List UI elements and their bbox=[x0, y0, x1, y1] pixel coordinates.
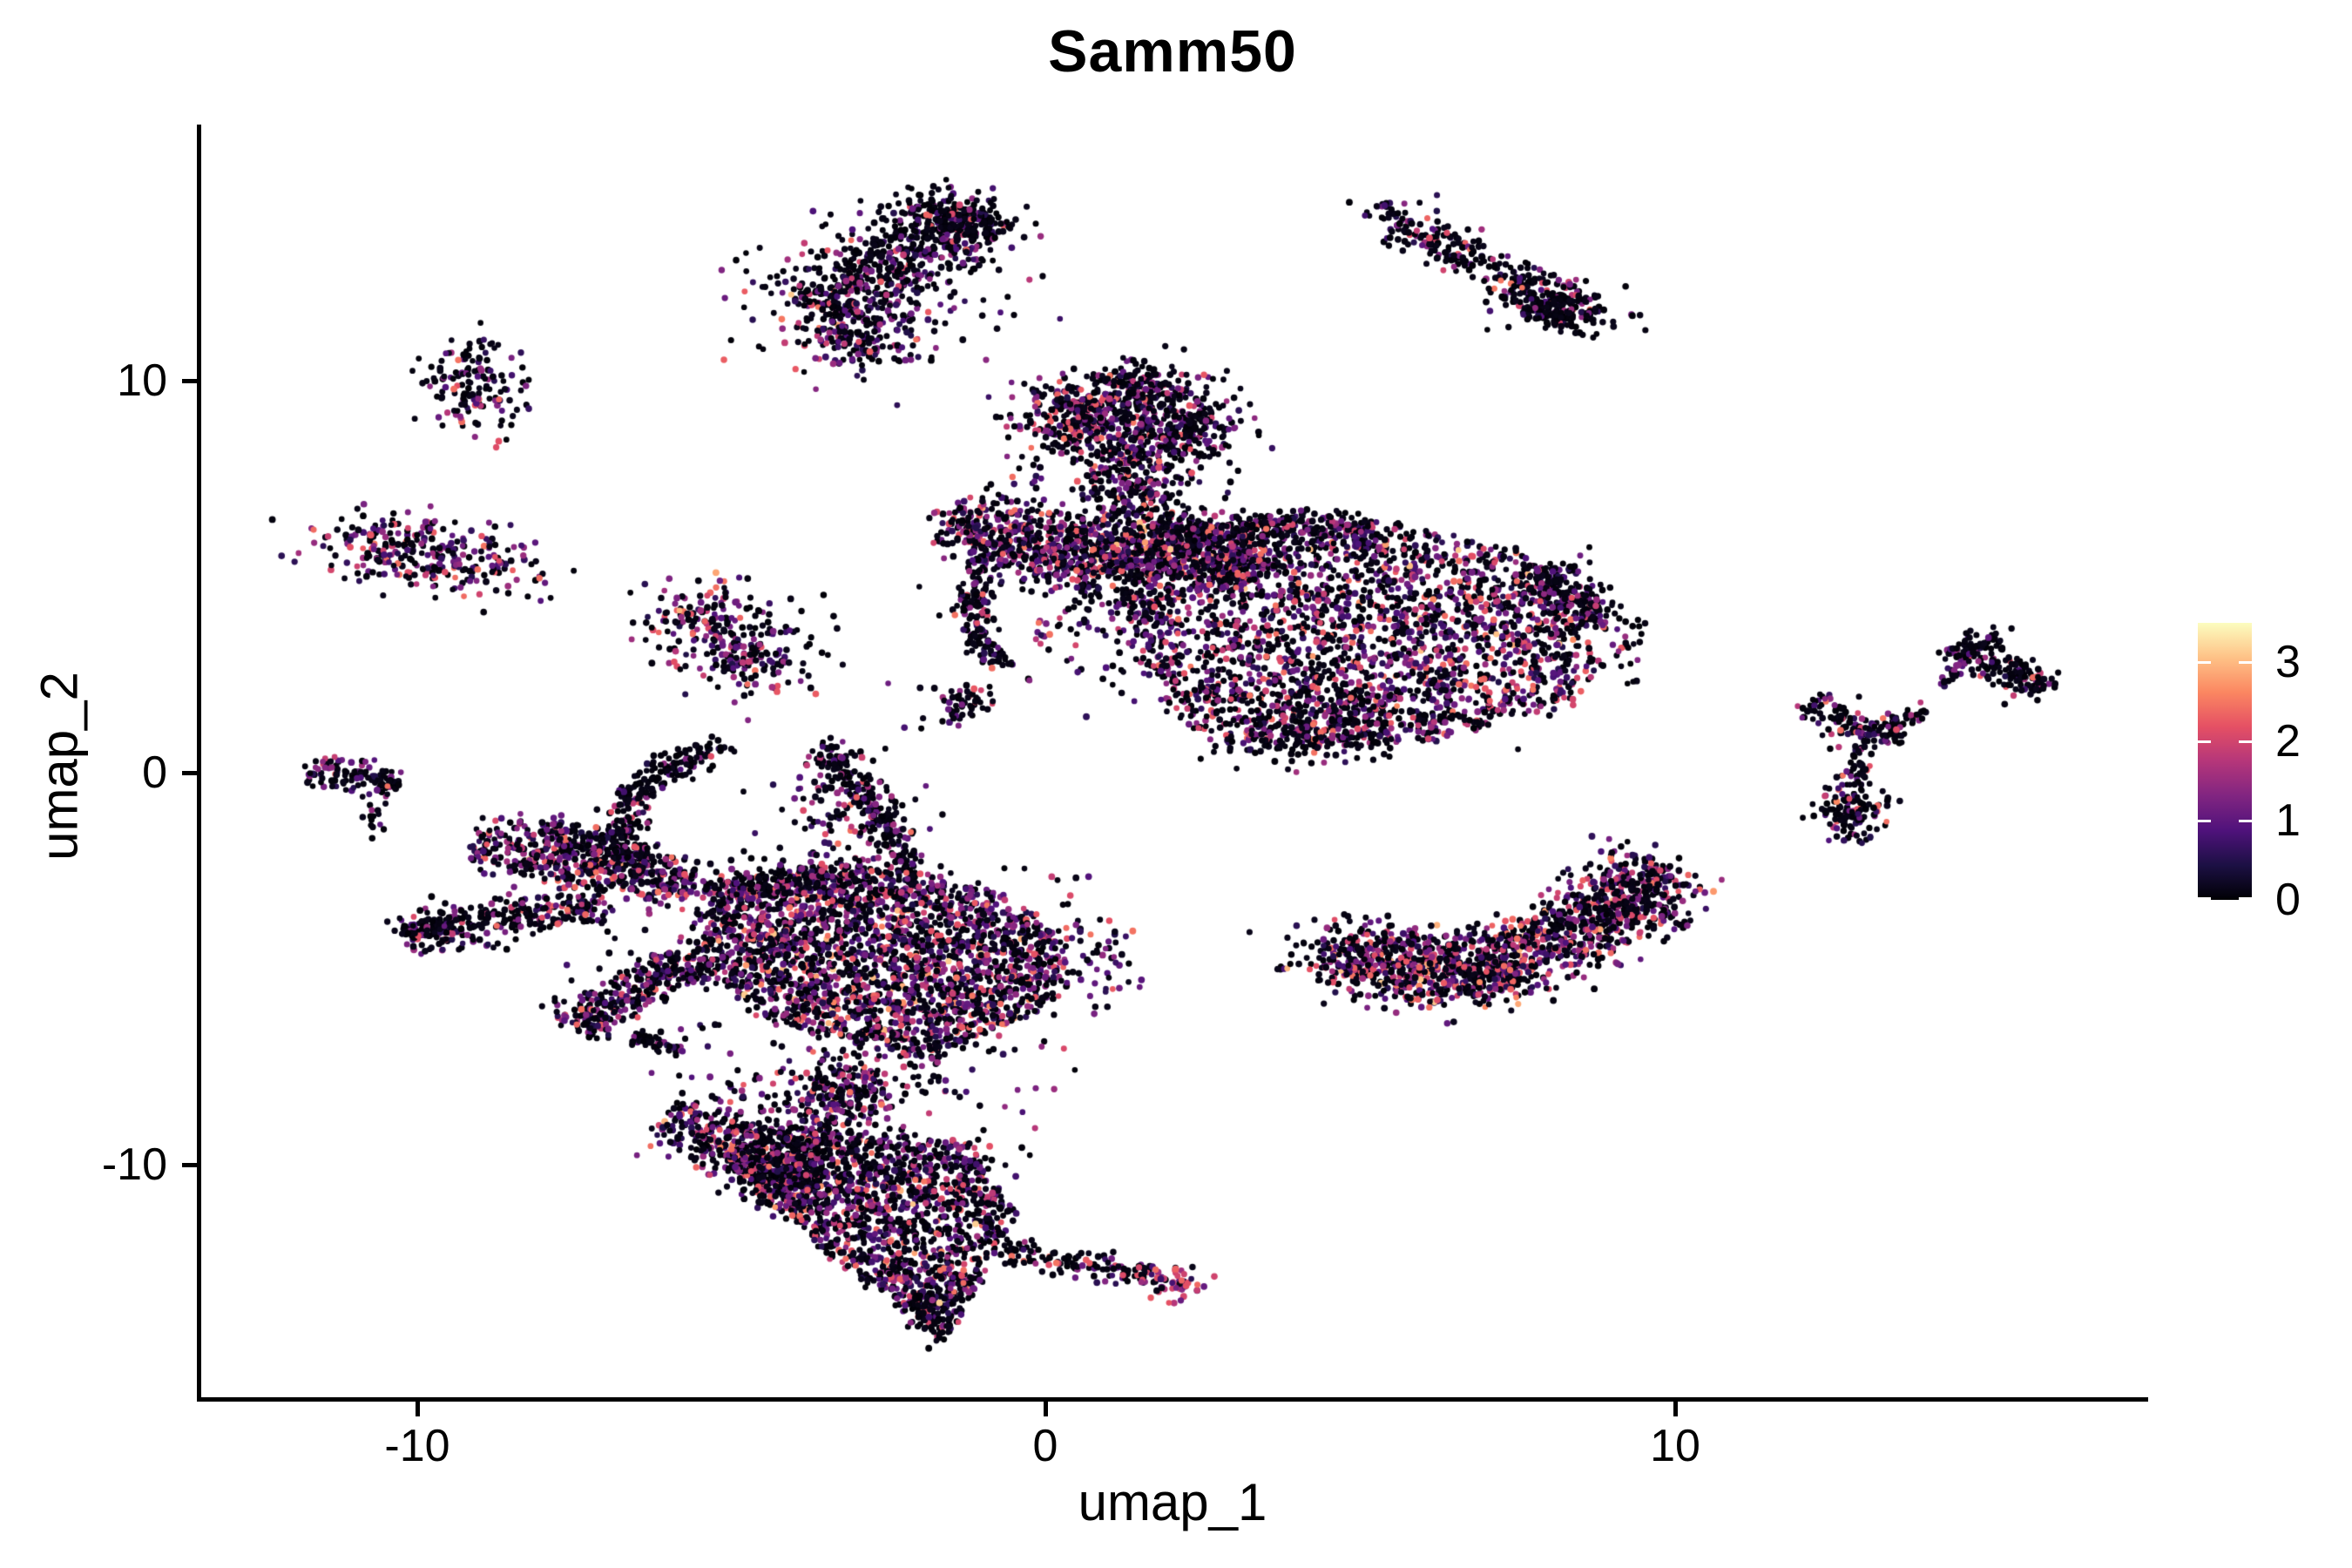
colorbar-tick-label: 3 bbox=[2275, 637, 2301, 688]
colorbar-tick-mark bbox=[2239, 819, 2252, 822]
y-tick-label: 0 bbox=[142, 747, 167, 798]
x-tick-mark bbox=[416, 1402, 420, 1416]
x-axis-title: umap_1 bbox=[1078, 1473, 1267, 1531]
x-axis-line bbox=[197, 1397, 2148, 1402]
colorbar-tick-label: 0 bbox=[2275, 875, 2301, 925]
colorbar-tick-mark bbox=[2239, 740, 2252, 743]
colorbar-legend bbox=[2198, 623, 2252, 900]
colorbar-tick-mark bbox=[2198, 740, 2211, 743]
colorbar-tick-mark bbox=[2198, 660, 2211, 664]
x-tick-label: -10 bbox=[384, 1421, 450, 1471]
colorbar-tick-label: 2 bbox=[2275, 716, 2301, 767]
y-tick-mark bbox=[182, 1163, 197, 1167]
colorbar-tick-mark bbox=[2239, 897, 2252, 900]
y-tick-label: -10 bbox=[101, 1139, 167, 1190]
plot-title: Samm50 bbox=[1048, 18, 1297, 84]
colorbar-gradient bbox=[2198, 623, 2252, 900]
y-axis-line bbox=[197, 125, 201, 1402]
y-axis-title: umap_2 bbox=[30, 672, 89, 861]
y-tick-mark bbox=[182, 771, 197, 775]
x-tick-mark bbox=[1044, 1402, 1048, 1416]
x-tick-label: 10 bbox=[1650, 1421, 1700, 1471]
y-tick-mark bbox=[182, 379, 197, 383]
colorbar-tick-mark bbox=[2198, 819, 2211, 822]
x-tick-mark bbox=[1673, 1402, 1678, 1416]
y-tick-label: 10 bbox=[117, 355, 167, 406]
x-tick-label: 0 bbox=[1032, 1421, 1058, 1471]
colorbar-tick-mark bbox=[2239, 660, 2252, 664]
colorbar-tick-label: 1 bbox=[2275, 795, 2301, 847]
colorbar-tick-mark bbox=[2198, 897, 2211, 900]
